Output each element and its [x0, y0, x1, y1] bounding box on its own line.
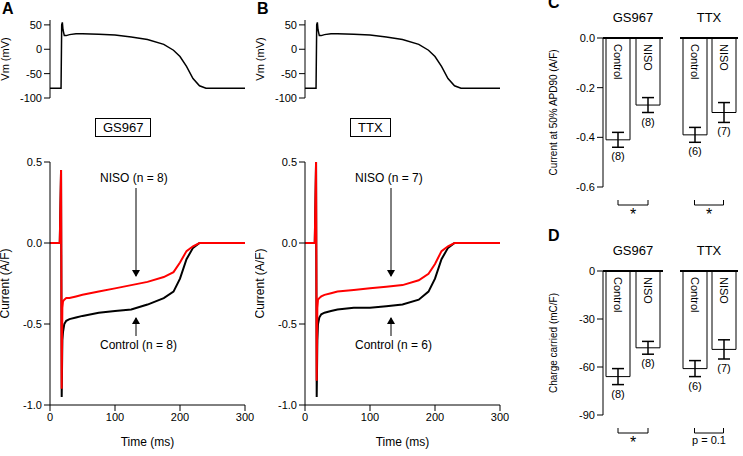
svg-text:-0.4: -0.4 — [576, 131, 595, 143]
svg-text:Current (A/F): Current (A/F) — [255, 248, 267, 318]
html-text:TTX: TTX — [696, 10, 722, 25]
svg-text:Control: Control — [689, 44, 701, 79]
svg-text:-50: -50 — [26, 68, 42, 80]
svg-text:100: 100 — [106, 411, 124, 423]
svg-text:(6): (6) — [688, 380, 701, 392]
svg-text:-1.0: -1.0 — [278, 399, 297, 411]
svg-text:(6): (6) — [688, 145, 701, 157]
svg-text:50: 50 — [285, 19, 297, 31]
html-text:GS967: GS967 — [612, 243, 654, 258]
svg-text:-100: -100 — [20, 92, 42, 103]
html-text:D: D — [548, 227, 560, 244]
svg-text:0: 0 — [36, 43, 42, 55]
svg-text:(7): (7) — [717, 125, 730, 137]
svg-text:Control: Control — [612, 277, 624, 312]
svg-text:-30: -30 — [579, 313, 595, 325]
html-text:B: B — [257, 0, 269, 17]
svg-text:0.0: 0.0 — [27, 237, 42, 249]
svg-text:300: 300 — [236, 411, 254, 423]
svg-text:(8): (8) — [611, 150, 624, 162]
svg-text:-0.5: -0.5 — [23, 318, 42, 330]
svg-text:Time (ms): Time (ms) — [376, 435, 430, 449]
html-text:Control (n = 6): Control (n = 6) — [355, 338, 432, 352]
svg-text:(8): (8) — [641, 357, 654, 369]
svg-text:-50: -50 — [281, 68, 297, 80]
svg-text:(7): (7) — [717, 362, 730, 374]
svg-text:Current (A/F): Current (A/F) — [8, 248, 12, 318]
svg-text:0: 0 — [291, 43, 297, 55]
svg-text:-100: -100 — [275, 92, 297, 103]
svg-text:-1.0: -1.0 — [23, 399, 42, 411]
svg-text:-0.6: -0.6 — [576, 181, 595, 192]
svg-text:0: 0 — [302, 411, 308, 423]
svg-text:0.0: 0.0 — [580, 32, 595, 44]
svg-text:50: 50 — [30, 19, 42, 31]
svg-text:0: 0 — [589, 265, 595, 277]
html-text:TTX: TTX — [358, 120, 383, 135]
html-text:A: A — [2, 0, 14, 17]
html-text:NISO (n = 7): NISO (n = 7) — [355, 171, 423, 185]
svg-text:Vm (mV): Vm (mV) — [8, 37, 11, 80]
svg-text:300: 300 — [491, 411, 509, 423]
svg-text:Vm (mV): Vm (mV) — [255, 37, 266, 80]
svg-text:-90: -90 — [579, 409, 595, 420]
svg-text:200: 200 — [171, 411, 189, 423]
svg-text:Control: Control — [689, 277, 701, 312]
svg-text:NISO: NISO — [642, 277, 654, 304]
svg-text:0.5: 0.5 — [282, 156, 297, 168]
html-text:GS967: GS967 — [612, 10, 654, 25]
html-text:NISO (n = 8): NISO (n = 8) — [100, 171, 168, 185]
svg-text:0: 0 — [47, 411, 53, 423]
svg-text:-0.2: -0.2 — [576, 82, 595, 94]
svg-text:0.5: 0.5 — [27, 156, 42, 168]
svg-text:Control: Control — [612, 44, 624, 79]
svg-text:NISO: NISO — [718, 44, 730, 71]
svg-text:-0.5: -0.5 — [278, 318, 297, 330]
svg-text:Charge carried (mC/F): Charge carried (mC/F) — [548, 293, 559, 393]
svg-text:(8): (8) — [641, 116, 654, 128]
svg-text:NISO: NISO — [642, 44, 654, 71]
html-text:GS967: GS967 — [103, 120, 144, 135]
html-text:TTX: TTX — [696, 243, 722, 258]
svg-text:200: 200 — [426, 411, 444, 423]
html-text:p = 0.1: p = 0.1 — [692, 434, 726, 446]
svg-text:Current at 50% APD90 (A/F): Current at 50% APD90 (A/F) — [548, 49, 559, 175]
svg-text:100: 100 — [361, 411, 379, 423]
html-text:Control (n = 8): Control (n = 8) — [100, 338, 177, 352]
svg-text:0.0: 0.0 — [282, 237, 297, 249]
svg-text:-60: -60 — [579, 361, 595, 373]
svg-text:(8): (8) — [611, 388, 624, 400]
svg-text:NISO: NISO — [718, 277, 730, 304]
svg-text:Time (ms): Time (ms) — [121, 435, 175, 449]
